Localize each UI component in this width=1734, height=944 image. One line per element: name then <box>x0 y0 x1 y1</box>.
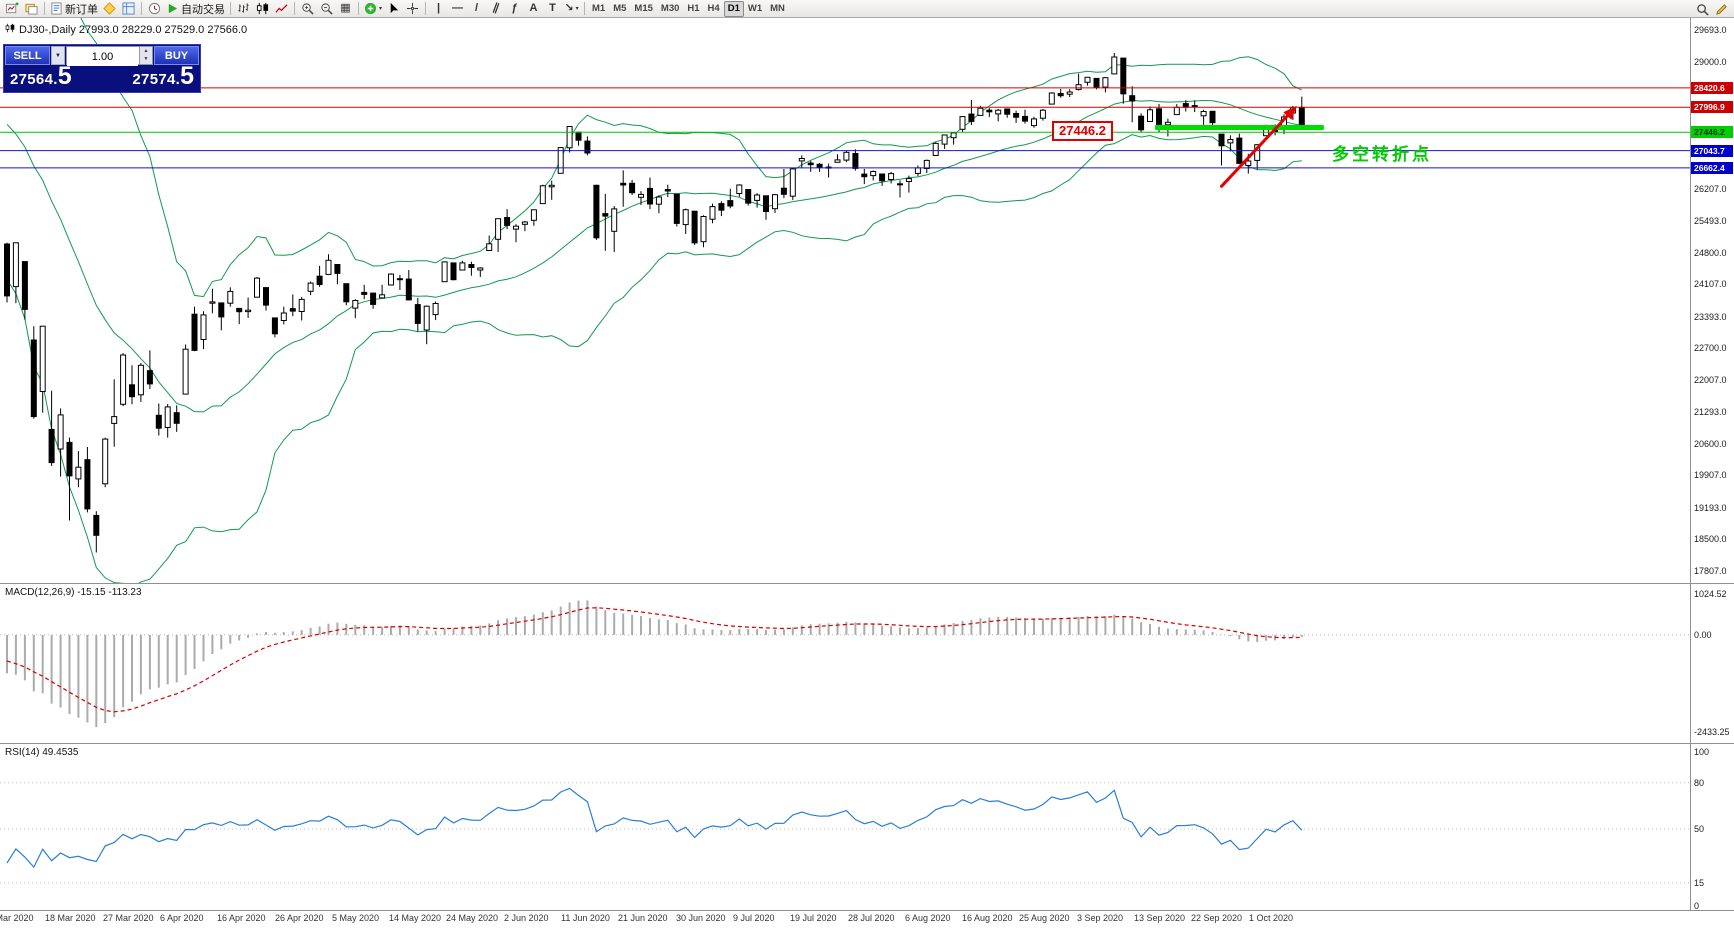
chevron-down-icon: ▾ <box>379 6 383 12</box>
arrows-tool-icon: ↘ <box>564 2 574 14</box>
support-zone-line[interactable] <box>1155 125 1324 130</box>
volume-input[interactable] <box>67 48 138 66</box>
candlestick-chart-icon[interactable] <box>253 1 272 17</box>
fibonacci-tool-icon[interactable]: ƒ <box>505 1 524 17</box>
timeframe-m1[interactable]: M1 <box>588 1 609 17</box>
indicators-icon[interactable]: ▾ <box>362 1 384 17</box>
macd-pane <box>0 600 1690 728</box>
toolbar-separator <box>230 2 231 15</box>
toolbar-separator <box>294 2 295 15</box>
buy-button[interactable]: BUY <box>154 46 199 65</box>
sell-price: 27564.5 <box>10 62 72 90</box>
crosshair-icon[interactable] <box>403 1 422 17</box>
trendline-tool-icon[interactable]: / <box>467 1 486 17</box>
new-order-button-label: 新订单 <box>65 3 98 16</box>
volume-up-button[interactable]: ▲ <box>140 47 152 56</box>
buy-price: 27574.5 <box>132 62 194 90</box>
zoom-in-icon[interactable] <box>298 1 317 17</box>
trade-levels-icon[interactable] <box>100 1 119 17</box>
macd-signal-line <box>6 607 1302 713</box>
chart-title-bar: DJ30-,Daily 27993.0 28229.0 27529.0 2756… <box>5 23 247 36</box>
rsi-line <box>6 787 1303 869</box>
vertical-line-tool-icon: | <box>436 2 441 14</box>
tile-windows-icon[interactable]: ▦ <box>336 1 355 17</box>
horizontal-line-tool-icon[interactable]: — <box>448 1 467 17</box>
channel-tool-icon: ∥ <box>491 1 501 15</box>
strategy-tester-icon[interactable] <box>145 1 164 17</box>
price-level-annotation[interactable]: 27446.2 <box>1052 121 1113 141</box>
timeframe-m5[interactable]: M5 <box>609 1 630 17</box>
timeframe-m15[interactable]: M15 <box>630 1 656 17</box>
macd-histogram <box>6 600 1303 728</box>
timeframe-d1[interactable]: D1 <box>723 0 744 17</box>
search-icon[interactable] <box>1693 1 1712 17</box>
panel-separators <box>0 18 1734 911</box>
macd-indicator-label: MACD(12,26,9) -15.15 -113.23 <box>5 587 142 598</box>
toolbar-separator <box>358 2 359 15</box>
timeframe-h1[interactable]: H1 <box>683 1 703 17</box>
text-tool-icon: A <box>529 2 538 14</box>
label-tool-icon: T <box>549 2 556 14</box>
toolbar-separator <box>584 2 586 15</box>
timeframe-w1[interactable]: W1 <box>744 1 766 17</box>
timeframe-m30[interactable]: M30 <box>657 1 683 17</box>
trendline-tool-icon: / <box>474 2 479 14</box>
volume-spinner: ▲ ▼ <box>139 47 152 64</box>
volume-field: ▲ ▼ <box>66 46 153 66</box>
fibonacci-tool-icon: ƒ <box>511 2 518 14</box>
vertical-line-tool-icon[interactable]: | <box>429 1 448 17</box>
timeframe-h4[interactable]: H4 <box>704 1 724 17</box>
line-chart-icon[interactable] <box>272 1 291 17</box>
new-chart-icon[interactable] <box>3 1 22 17</box>
auto-trading-button-label: 自动交易 <box>181 3 225 16</box>
toolbar-separator <box>44 2 45 15</box>
chart-icon <box>5 23 15 36</box>
one-click-trading-panel: SELL ▼ ▲ ▼ BUY 27564.5 27574.5 <box>3 44 201 93</box>
arrows-tool-icon[interactable]: ↘ ▾ <box>562 1 581 17</box>
new-order-button[interactable]: 新订单 <box>48 1 100 17</box>
toolbar-right-group <box>1693 0 1731 18</box>
text-tool-icon[interactable]: A <box>524 1 543 17</box>
candles <box>4 53 1305 553</box>
chevron-down-icon: ▾ <box>575 6 579 12</box>
auto-trading-button[interactable]: 自动交易 <box>164 1 227 17</box>
toolbar-separator <box>141 2 142 15</box>
volume-down-button[interactable]: ▼ <box>140 55 152 64</box>
zoom-out-icon[interactable] <box>317 1 336 17</box>
trend-arrow[interactable] <box>1220 105 1297 188</box>
tile-windows-icon: ▦ <box>340 2 351 14</box>
market-watch-icon[interactable] <box>119 1 138 17</box>
timeframe-mn[interactable]: MN <box>766 1 789 17</box>
main-toolbar: 新订单 自动交易 ▦ ▾ | — / ∥ ƒ A T ↘ ▾ M1 M5 M15 M30 H1 H4 D1 W1 MN <box>0 0 1734 18</box>
profiles-icon[interactable] <box>22 1 41 17</box>
symbol-ohlc-text: DJ30-,Daily 27993.0 28229.0 27529.0 2756… <box>19 23 248 36</box>
rsi-indicator-label: RSI(14) 49.4535 <box>5 747 79 758</box>
channel-tool-icon[interactable]: ∥ <box>486 1 505 17</box>
pencil-icon[interactable] <box>1712 1 1731 17</box>
bollinger-bands <box>6 18 1303 583</box>
bar-chart-icon[interactable] <box>234 1 253 17</box>
cursor-icon[interactable] <box>384 1 403 17</box>
volume-dropdown-button[interactable]: ▼ <box>51 46 65 65</box>
rsi-pane <box>0 782 1690 884</box>
sell-button[interactable]: SELL <box>5 46 50 65</box>
price-chart-layer[interactable] <box>0 0 1690 587</box>
label-tool-icon[interactable]: T <box>543 1 562 17</box>
turning-point-note[interactable]: 多空转折点 <box>1332 145 1432 164</box>
horizontal-line-tool-icon: — <box>452 2 464 14</box>
toolbar-separator <box>425 2 427 15</box>
